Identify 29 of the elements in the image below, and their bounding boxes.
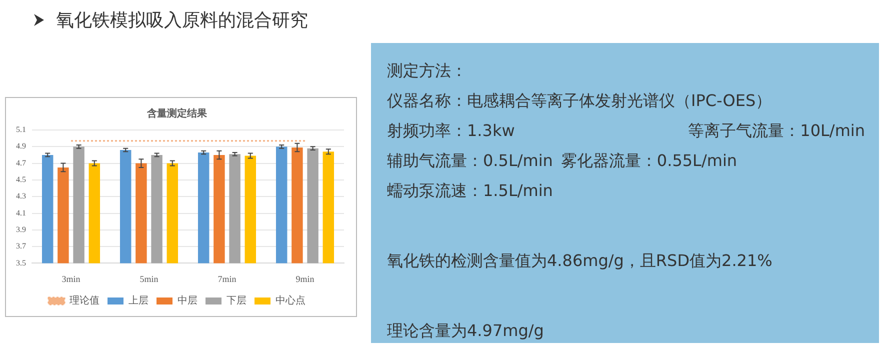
text: 氧化铁的检测含量值为4.86mg/g，且RSD值为2.21% bbox=[387, 251, 772, 272]
text: 氧化铁模拟吸入原料的混合研究 bbox=[56, 9, 308, 32]
legend-label: 上层 bbox=[128, 294, 148, 307]
text: 仪器名称：电感耦合等离子体发射光谱仪（IPC-OES） bbox=[387, 91, 772, 112]
y-tick-label: 3.5 bbox=[16, 258, 26, 268]
y-tick-label: 4.5 bbox=[16, 175, 26, 184]
y-tick-label: 4.9 bbox=[16, 142, 26, 151]
text: 雾化器流量：0.55L/min bbox=[560, 151, 738, 172]
text: 理论含量为4.97mg/g bbox=[387, 321, 544, 342]
x-tick-label: 5min bbox=[140, 274, 159, 284]
text: 射频功率：1.3kw bbox=[387, 121, 515, 142]
y-tick-label: 3.9 bbox=[16, 224, 26, 234]
legend-label: 下层 bbox=[226, 296, 246, 307]
x-tick-label: 7min bbox=[218, 274, 237, 284]
y-tick-label: 4.7 bbox=[16, 158, 26, 168]
text: 蠕动泵流速：1.5L/min bbox=[387, 181, 553, 202]
y-tick-label: 4.3 bbox=[16, 192, 26, 201]
text: 等离子气流量：10L/min bbox=[688, 121, 865, 142]
legend-label: 中层 bbox=[178, 294, 198, 307]
chart-title: 含量测定结果 bbox=[146, 108, 208, 120]
legend-label: 理论值 bbox=[70, 294, 100, 307]
y-tick-label: 5.1 bbox=[16, 125, 26, 134]
y-tick-label: 4.1 bbox=[16, 208, 26, 218]
x-tick-label: 3min bbox=[62, 274, 81, 284]
y-tick-label: 3.7 bbox=[16, 242, 26, 251]
text: 测定方法： bbox=[387, 61, 467, 82]
text: 辅助气流量：0.5L/min bbox=[387, 151, 553, 172]
legend-label: 中心点 bbox=[276, 294, 306, 307]
x-tick-label: 9min bbox=[296, 274, 315, 284]
